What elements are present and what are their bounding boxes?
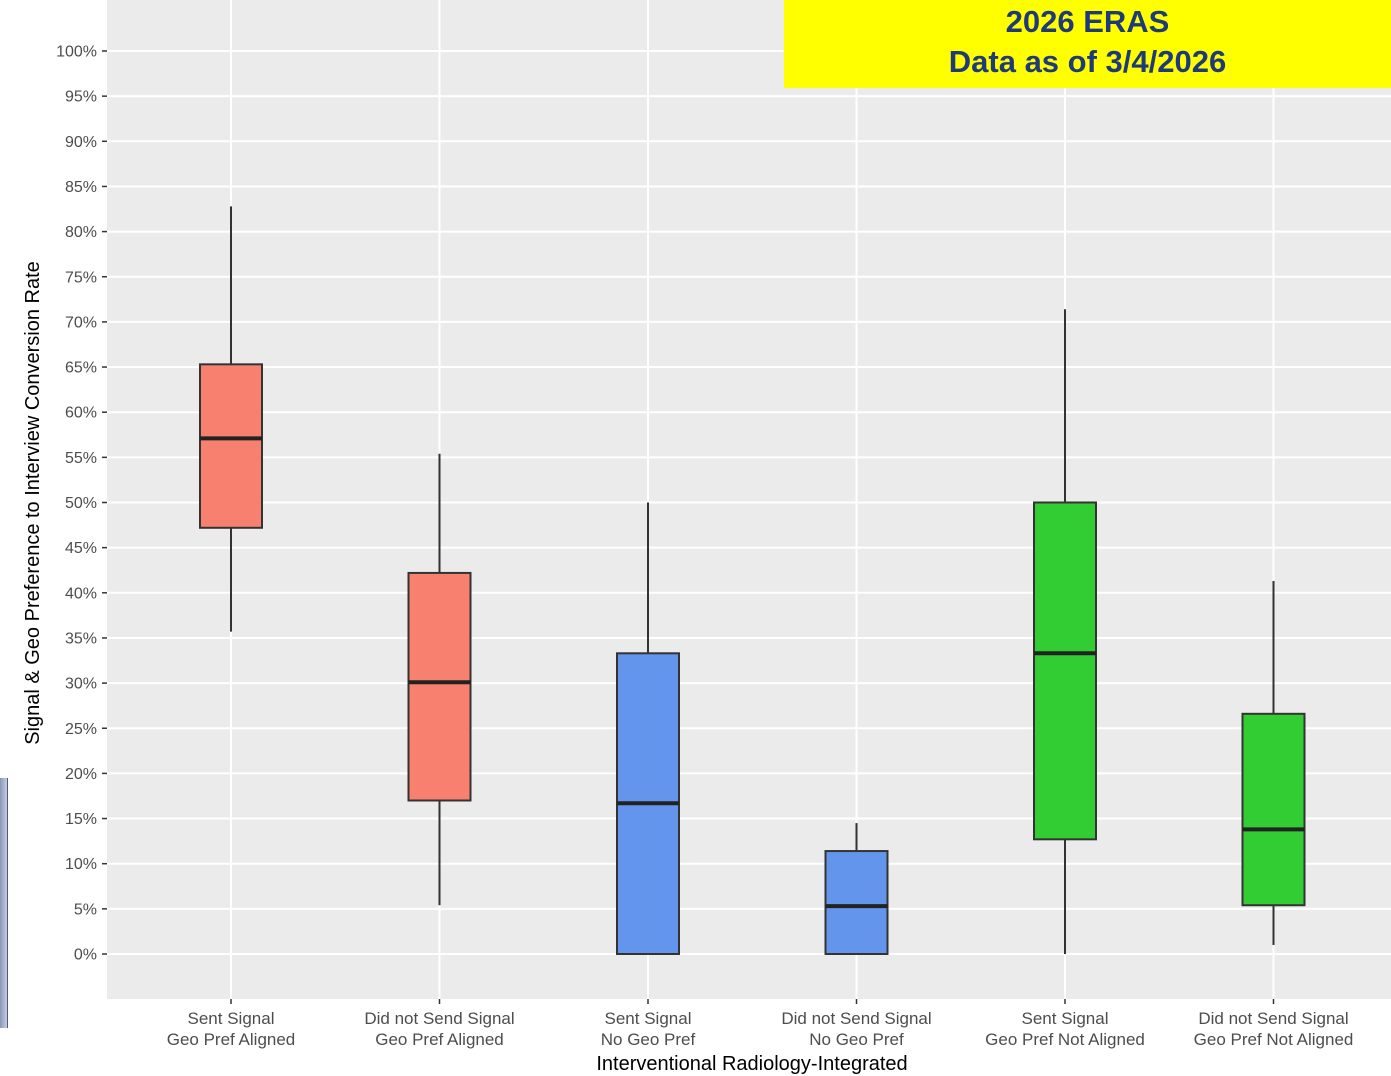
x-tick-label-line2: Geo Pref Not Aligned <box>1194 1030 1354 1049</box>
y-tick-label: 100% <box>56 44 97 61</box>
y-tick-label: 25% <box>65 721 97 738</box>
y-axis-ticks: 0% 5% 10% 15% 20% 25% 30% 35% 40% 45% 50% 55% 60% 65%… <box>56 44 107 964</box>
banner-line-2: Data as of 3/4/2026 <box>948 44 1227 79</box>
x-tick-label-line2: No Geo Pref <box>601 1030 696 1049</box>
y-tick-label: 95% <box>65 89 97 106</box>
y-tick-label: 80% <box>65 224 97 241</box>
x-tick-label-line1: Did not Send Signal <box>781 1009 931 1028</box>
boxes <box>199 206 1306 956</box>
y-tick-label: 10% <box>65 856 97 873</box>
box-iqr <box>824 850 889 955</box>
box-3 <box>616 502 680 956</box>
box-2 <box>407 453 472 906</box>
y-tick-label: 15% <box>65 811 97 828</box>
box-iqr <box>407 571 472 802</box>
box-1 <box>199 206 263 632</box>
x-tick-label-line2: Geo Pref Aligned <box>167 1030 296 1049</box>
y-tick-label: 45% <box>65 540 97 557</box>
x-axis-title: Interventional Radiology-Integrated <box>596 1053 907 1075</box>
plot-panel <box>107 0 1391 999</box>
x-tick-label-line2: No Geo Pref <box>809 1030 904 1049</box>
data-banner: 2026 ERAS Data as of 3/4/2026 <box>784 0 1391 88</box>
y-tick-label: 5% <box>74 901 97 918</box>
banner-line-1: 2026 ERAS <box>1005 4 1170 39</box>
y-tick-label: 90% <box>65 134 97 151</box>
box-5 <box>1033 309 1097 954</box>
x-tick-label-line1: Did not Send Signal <box>364 1009 514 1028</box>
y-tick-label: 65% <box>65 360 97 377</box>
y-tick-label: 75% <box>65 269 97 286</box>
y-tick-label: 85% <box>65 179 97 196</box>
y-tick-label: 70% <box>65 314 97 331</box>
y-tick-label: 20% <box>65 766 97 783</box>
box-iqr <box>1241 712 1306 907</box>
y-tick-label: 50% <box>65 495 97 512</box>
x-tick-label-line1: Sent Signal <box>605 1009 692 1028</box>
y-tick-label: 30% <box>65 676 97 693</box>
y-tick-label: 0% <box>74 947 97 964</box>
y-tick-label: 35% <box>65 630 97 647</box>
box-6 <box>1241 581 1306 945</box>
side-strip <box>0 778 8 1028</box>
box-iqr <box>199 363 263 529</box>
box-4 <box>824 823 889 955</box>
x-tick-label-line1: Did not Send Signal <box>1198 1009 1348 1028</box>
box-iqr <box>1033 501 1097 841</box>
y-axis-title: Signal & Geo Preference to Interview Con… <box>22 261 44 745</box>
y-tick-label: 60% <box>65 405 97 422</box>
x-tick-label-line2: Geo Pref Not Aligned <box>985 1030 1145 1049</box>
x-axis-ticks: Sent Signal Geo Pref Aligned Did not Send … <box>167 999 1354 1049</box>
x-tick-label-line1: Sent Signal <box>188 1009 275 1028</box>
x-tick-label-line1: Sent Signal <box>1022 1009 1109 1028</box>
y-tick-label: 40% <box>65 585 97 602</box>
grid-major <box>107 50 1391 955</box>
x-tick-label-line2: Geo Pref Aligned <box>375 1030 504 1049</box>
y-tick-label: 55% <box>65 450 97 467</box>
